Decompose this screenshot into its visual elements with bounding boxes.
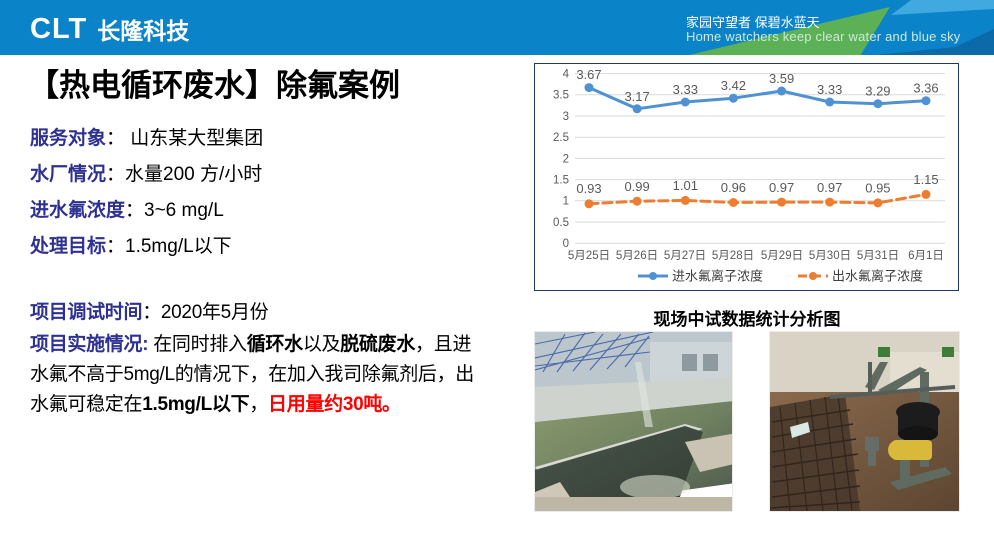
svg-text:1: 1 xyxy=(563,196,569,208)
svg-text:3.17: 3.17 xyxy=(624,89,649,104)
svg-text:4: 4 xyxy=(563,69,570,81)
svg-text:3.33: 3.33 xyxy=(673,82,698,97)
svg-text:5月27日: 5月27日 xyxy=(664,250,706,262)
svg-text:0.97: 0.97 xyxy=(769,180,794,195)
svg-text:6月1日: 6月1日 xyxy=(908,250,944,262)
svg-text:3.59: 3.59 xyxy=(769,71,794,86)
svg-text:5月28日: 5月28日 xyxy=(712,250,754,262)
svg-text:5月31日: 5月31日 xyxy=(857,250,899,262)
svg-text:1.01: 1.01 xyxy=(673,178,698,193)
svg-text:5月25日: 5月25日 xyxy=(568,250,610,262)
svg-text:0.96: 0.96 xyxy=(721,180,746,195)
svg-text:1.5: 1.5 xyxy=(553,175,569,187)
svg-text:1.15: 1.15 xyxy=(913,172,938,187)
svg-text:5月30日: 5月30日 xyxy=(809,250,851,262)
svg-text:2: 2 xyxy=(563,153,569,165)
svg-text:0.5: 0.5 xyxy=(553,217,569,229)
svg-text:3.42: 3.42 xyxy=(721,78,746,93)
svg-text:5月29日: 5月29日 xyxy=(761,250,803,262)
svg-text:0: 0 xyxy=(563,238,569,250)
svg-text:3.33: 3.33 xyxy=(817,82,842,97)
svg-text:3.5: 3.5 xyxy=(553,90,569,102)
svg-text:3.67: 3.67 xyxy=(576,67,601,82)
svg-text:3.29: 3.29 xyxy=(865,84,890,99)
svg-text:5月26日: 5月26日 xyxy=(616,250,658,262)
svg-text:3.36: 3.36 xyxy=(913,81,938,96)
svg-text:0.93: 0.93 xyxy=(576,181,601,196)
svg-text:进水氟离子浓度: 进水氟离子浓度 xyxy=(672,269,763,284)
svg-text:2.5: 2.5 xyxy=(553,132,569,144)
svg-text:出水氟离子浓度: 出水氟离子浓度 xyxy=(832,269,923,284)
svg-text:0.99: 0.99 xyxy=(624,179,649,194)
svg-text:3: 3 xyxy=(563,111,569,123)
svg-text:0.95: 0.95 xyxy=(865,181,890,196)
svg-text:0.97: 0.97 xyxy=(817,180,842,195)
